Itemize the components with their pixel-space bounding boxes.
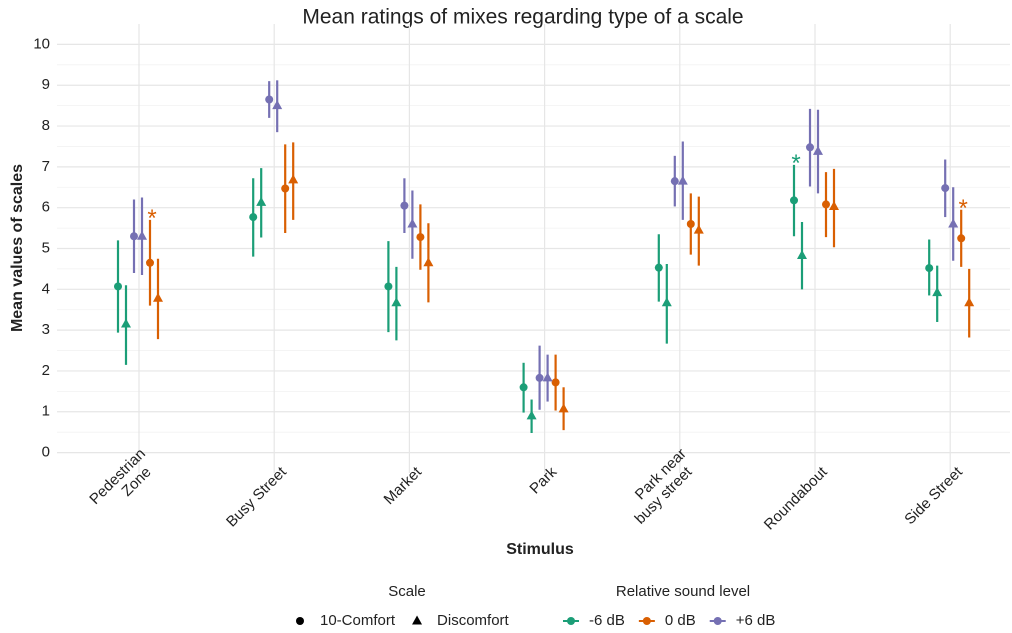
data-point bbox=[693, 224, 704, 234]
x-tick-label: Park bbox=[526, 463, 560, 497]
data-point bbox=[423, 257, 434, 267]
y-tick-label: 8 bbox=[42, 117, 50, 134]
data-point bbox=[813, 145, 823, 155]
data-point bbox=[249, 213, 258, 222]
legend-label: -6 dB bbox=[589, 612, 625, 629]
annotation: * bbox=[147, 205, 156, 232]
color-legend-title: Relative sound level bbox=[616, 583, 750, 600]
y-tick-label: 5 bbox=[42, 239, 50, 256]
legend-symbol bbox=[412, 615, 423, 625]
data-point bbox=[941, 184, 950, 193]
data-point bbox=[964, 297, 975, 307]
data-point bbox=[797, 249, 807, 259]
data-point bbox=[400, 201, 409, 210]
data-point bbox=[829, 200, 839, 210]
chart-title: Mean ratings of mixes regarding type of … bbox=[302, 6, 743, 29]
data-point bbox=[806, 143, 814, 152]
data-point bbox=[526, 410, 537, 420]
data-point bbox=[542, 372, 553, 382]
x-tick-label: Side Street bbox=[901, 463, 966, 528]
y-tick-label: 7 bbox=[42, 158, 50, 175]
data-point bbox=[153, 292, 163, 302]
data-point bbox=[265, 95, 274, 104]
legend-label: 0 dB bbox=[665, 612, 696, 629]
x-tick-label: PedestrianZone bbox=[86, 445, 161, 520]
data-point bbox=[384, 282, 393, 291]
annotation: * bbox=[959, 195, 968, 222]
legend-key-point bbox=[567, 617, 575, 625]
data-point bbox=[654, 263, 663, 272]
data-point bbox=[932, 287, 943, 297]
x-tick-label: Market bbox=[381, 463, 426, 508]
y-tick-label: 9 bbox=[42, 76, 50, 93]
legend-label: 10-Comfort bbox=[320, 612, 396, 629]
data-point bbox=[535, 373, 544, 382]
data-point bbox=[416, 233, 425, 242]
data-point bbox=[948, 218, 959, 228]
data-point bbox=[661, 297, 672, 307]
data-point bbox=[137, 230, 147, 240]
data-point bbox=[519, 383, 528, 392]
data-point bbox=[114, 282, 122, 291]
y-tick-label: 1 bbox=[42, 403, 50, 420]
y-tick-label: 6 bbox=[42, 199, 50, 216]
y-tick-label: 2 bbox=[42, 362, 50, 379]
x-axis-title: Stimulus bbox=[506, 541, 574, 558]
data-point bbox=[925, 264, 934, 273]
data-point bbox=[130, 232, 138, 241]
data-point bbox=[686, 220, 695, 229]
data-point bbox=[272, 100, 283, 110]
data-point bbox=[288, 174, 299, 184]
data-point bbox=[407, 218, 418, 228]
x-tick-label: Park nearbusy street bbox=[620, 445, 702, 527]
data-point bbox=[822, 200, 830, 209]
legend-symbol bbox=[296, 617, 304, 625]
shape-legend-title: Scale bbox=[388, 583, 426, 600]
x-tick-label: Roundabout bbox=[761, 463, 831, 533]
data-point bbox=[146, 258, 154, 267]
y-tick-label: 10 bbox=[33, 35, 50, 52]
y-axis-title: Mean values of scales bbox=[9, 164, 26, 332]
y-tick-label: 3 bbox=[42, 321, 50, 338]
y-tick-label: 4 bbox=[42, 280, 50, 297]
data-point bbox=[677, 175, 688, 185]
data-point bbox=[121, 318, 131, 328]
y-tick-label: 0 bbox=[42, 444, 50, 461]
data-point bbox=[558, 403, 569, 413]
annotation: * bbox=[791, 150, 800, 177]
data-point bbox=[391, 297, 402, 307]
data-point bbox=[256, 196, 267, 206]
x-tick-label: Busy Street bbox=[223, 463, 290, 530]
legend-key-point bbox=[642, 617, 651, 625]
data-point bbox=[281, 184, 290, 193]
legend-label: Discomfort bbox=[437, 612, 510, 629]
data-point bbox=[551, 378, 560, 387]
legend-label: +6 dB bbox=[736, 612, 776, 629]
legend-key-point bbox=[713, 617, 722, 625]
data-point bbox=[790, 196, 798, 205]
data-point bbox=[957, 234, 966, 243]
data-point bbox=[670, 177, 679, 186]
